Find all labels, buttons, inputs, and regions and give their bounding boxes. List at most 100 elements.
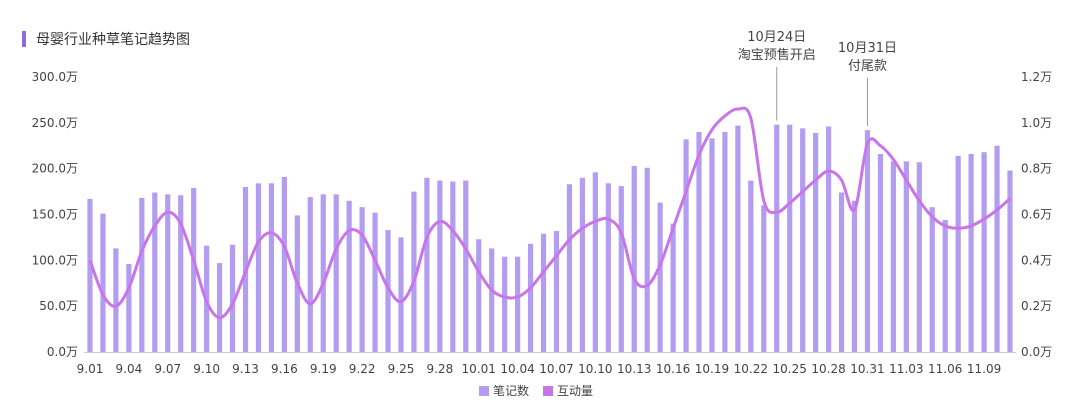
legend-swatch-interactions [543,386,553,396]
right-tick-label: 0.8万 [1021,162,1052,176]
bar-10.13 [631,165,637,352]
x-tick-label: 10.28 [811,362,845,376]
bar-11.10 [994,145,1000,352]
x-tick-label: 10.25 [773,362,807,376]
x-tick-label: 9.28 [426,362,453,376]
annotation-text: 10月24日 [747,30,806,45]
bar-10.24 [774,124,780,353]
bar-10.18 [696,132,702,352]
bar-10.08 [566,184,573,352]
chart-title: 母婴行业种草笔记趋势图 [36,32,190,48]
x-tick-label: 9.16 [271,362,298,376]
bar-10.10 [592,172,598,352]
bar-9.18 [307,197,313,352]
bar-9.24 [385,230,391,352]
right-tick-label: 0.4万 [1021,253,1052,267]
line-series [88,106,1011,320]
bar-11.09 [981,152,987,352]
bar-10.11 [605,183,611,352]
annotation-text: 淘宝预售开启 [738,47,816,63]
x-tick-label: 9.01 [77,362,104,376]
bar-10.27 [813,132,819,352]
bar-9.28 [437,180,443,352]
left-tick-label: 300.0万 [32,70,78,84]
bar-series [87,124,1013,353]
bar-10.17 [683,139,689,352]
legend-swatch-notes [479,386,489,396]
annotation-text: 10月31日 [838,41,897,56]
right-tick-label: 0.2万 [1021,299,1052,313]
x-tick-label: 9.07 [154,362,181,376]
x-tick-label: 9.22 [349,362,376,376]
bar-11.08 [968,154,974,352]
x-tick-label: 10.22 [734,362,768,376]
title-accent-bar [22,31,26,47]
bar-11.03 [903,161,909,352]
legend-label-interactions: 互动量 [557,384,593,398]
bar-11.01 [877,154,884,352]
x-tick-label: 10.19 [695,362,729,376]
x-tick-label: 10.07 [539,362,573,376]
bar-11.11 [1007,170,1013,352]
right-y-axis: 0.0万 0.2万 0.4万 0.6万 0.8万 1.0万 1.2万 [1021,70,1052,359]
right-tick-label: 1.0万 [1021,116,1052,130]
bar-9.21 [346,200,352,352]
bar-9.23 [372,212,378,352]
bar-11.06 [942,220,948,352]
bar-11.05 [929,207,935,352]
bar-10.06 [540,233,547,352]
bar-10.30 [851,200,858,352]
x-tick-label: 9.19 [310,362,337,376]
left-tick-label: 50.0万 [39,299,78,313]
x-tick-label: 9.04 [116,362,143,376]
bar-10.14 [644,167,650,352]
left-tick-label: 0.0万 [47,345,78,359]
bar-9.04 [126,264,132,352]
bar-9.09 [191,187,197,352]
bar-9.26 [411,191,417,352]
bar-10.02 [489,248,495,352]
bar-10.25 [787,124,793,353]
x-tick-label: 10.31 [850,362,884,376]
bar-9.12 [229,244,236,352]
x-tick-label: 11.09 [967,362,1001,376]
x-tick-label: 10.16 [656,362,690,376]
x-tick-label: 10.04 [500,362,534,376]
bar-9.25 [398,237,404,352]
bar-9.07 [165,194,171,352]
bar-9.19 [320,194,326,352]
bar-9.06 [152,192,158,352]
bar-9.30 [463,180,469,352]
bar-10.31 [864,130,871,352]
bar-9.22 [359,207,365,352]
x-tick-label: 9.25 [388,362,415,376]
bar-10.15 [657,202,663,352]
bar-10.12 [618,186,624,352]
left-tick-label: 250.0万 [32,116,78,130]
x-tick-label: 11.03 [889,362,923,376]
left-tick-label: 100.0万 [32,253,78,267]
left-y-axis: 0.0万 50.0万 100.0万 150.0万 200.0万 250.0万 300.0万 [32,70,78,359]
bar-9.14 [255,183,262,352]
bar-9.05 [139,198,145,352]
x-tick-label: 9.10 [193,362,220,376]
bar-9.08 [178,195,184,352]
x-tick-label: 10.10 [578,362,612,376]
bar-9.15 [268,183,275,352]
bar-10.09 [579,177,585,352]
bar-10.29 [838,192,845,352]
left-tick-label: 200.0万 [32,162,78,176]
x-tick-label: 10.01 [462,362,496,376]
bar-10.20 [722,132,728,352]
bar-9.20 [333,194,339,352]
bar-10.26 [800,128,806,352]
bar-10.04 [515,256,521,352]
bar-10.01 [476,239,482,352]
right-tick-label: 0.0万 [1021,345,1052,359]
bar-10.07 [553,231,560,352]
x-tick-label: 11.06 [928,362,962,376]
left-tick-label: 150.0万 [32,208,78,222]
bar-10.19 [709,138,715,352]
bar-9.29 [450,181,456,352]
